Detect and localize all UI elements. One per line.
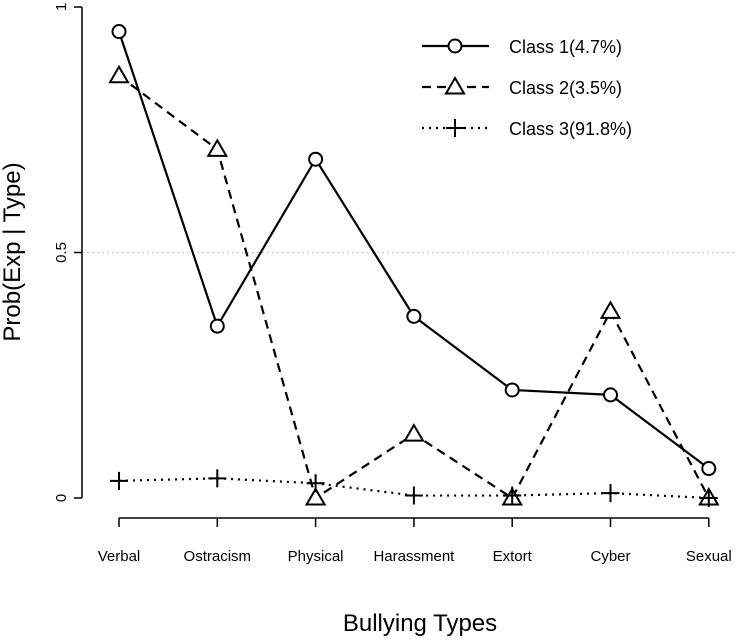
- data-point: [503, 486, 522, 505]
- data-point: [111, 24, 127, 40]
- legend-label: Class 2(3.5%): [509, 78, 622, 98]
- axes: 0 0.5 1 Verbal Ostracism Physical Harassment Ex…: [53, 3, 732, 565]
- x-tick-label: Verbal: [98, 548, 141, 565]
- x-tick-label: Extort: [493, 548, 533, 565]
- data-point: [406, 308, 422, 324]
- x-tick-label: Harassment: [373, 548, 455, 565]
- data-point: [599, 300, 622, 319]
- y-tick-label: 1: [53, 3, 70, 11]
- data-point: [701, 461, 717, 477]
- data-point: [208, 469, 227, 488]
- legend-label: Class 1(4.7%): [509, 37, 622, 57]
- y-tick-label: 0.5: [53, 242, 70, 263]
- series-1: [111, 24, 717, 477]
- data-point: [306, 474, 325, 493]
- data-point: [108, 64, 130, 84]
- data-point: [404, 486, 423, 505]
- data-point: [110, 471, 128, 490]
- data-point: [603, 387, 618, 403]
- data-point: [304, 487, 327, 506]
- x-tick-label: Sexual: [686, 548, 732, 565]
- legend-marker: [447, 38, 463, 54]
- x-tick-label: Physical: [288, 548, 344, 565]
- series: [108, 24, 720, 507]
- x-axis-title: Bullying Types: [343, 610, 497, 637]
- legend-marker: [444, 76, 466, 95]
- x-tick-label: Cyber: [590, 548, 630, 565]
- x-tick-label: Ostracism: [184, 548, 252, 565]
- legend-entry-1: Class 1(4.7%): [422, 37, 622, 57]
- data-point: [699, 489, 718, 507]
- legend-marker: [446, 119, 464, 137]
- data-point: [206, 138, 229, 157]
- legend-entry-2: Class 2(3.5%): [422, 76, 622, 98]
- data-point: [308, 151, 324, 167]
- legend-entry-3: Class 3(91.8%): [422, 119, 632, 139]
- y-tick-label: 0: [53, 494, 70, 502]
- legend: Class 1(4.7%) Class 2(3.5%) Class 3(91.8%): [422, 37, 632, 139]
- data-point: [209, 318, 225, 334]
- data-point: [601, 484, 620, 503]
- data-point: [403, 423, 425, 442]
- data-point: [504, 382, 520, 398]
- legend-label: Class 3(91.8%): [509, 119, 632, 139]
- y-axis-title: Prob(Exp | Type): [0, 162, 26, 341]
- series-3: [110, 469, 718, 507]
